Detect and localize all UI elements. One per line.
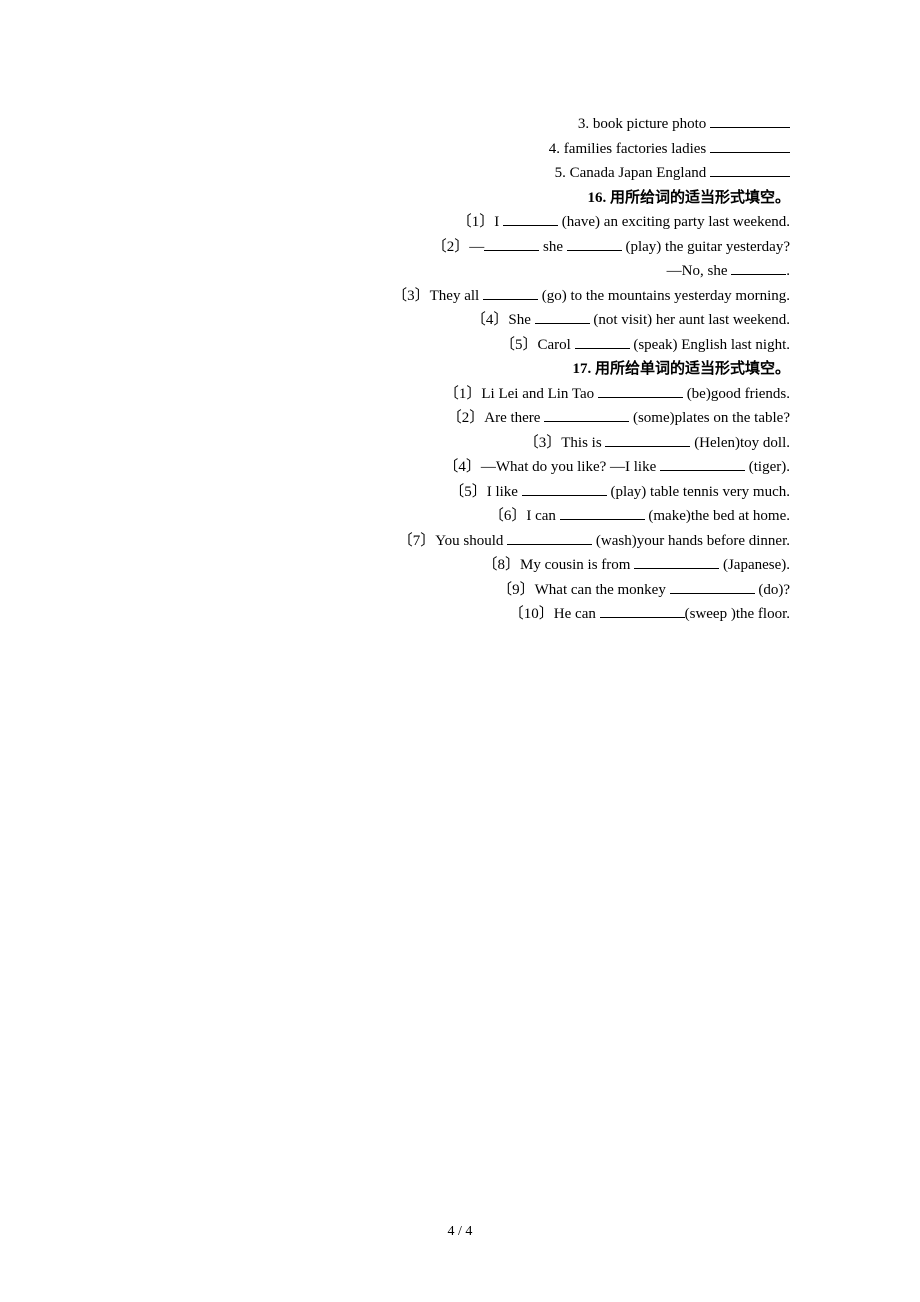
blank [710, 113, 790, 128]
blank [507, 530, 592, 545]
blank [600, 603, 685, 618]
q17-3-pre: 〔3〕This is [524, 435, 606, 451]
blank [522, 481, 607, 496]
q16-2-ans-post: . [786, 263, 790, 279]
q17-4: 〔4〕—What do you like? —I like (tiger). [130, 455, 790, 480]
q17-10: 〔10〕He can (sweep )the floor. [130, 602, 790, 627]
q16-1-pre: 〔1〕I [457, 214, 503, 230]
blank [598, 383, 683, 398]
q17-5: 〔5〕I like (play) table tennis very much. [130, 480, 790, 505]
q16-3-pre: 〔3〕They all [392, 288, 483, 304]
q16-1-post: (have) an exciting party last weekend. [558, 214, 790, 230]
q16-1: 〔1〕I (have) an exciting party last weeke… [130, 210, 790, 235]
q17-1-post: (be)good friends. [683, 386, 790, 402]
blank [710, 138, 790, 153]
q16-5-pre: 〔5〕Carol [500, 337, 575, 353]
item-5-text: 5. Canada Japan England [555, 165, 710, 181]
q17-7: 〔7〕You should (wash)your hands before di… [130, 529, 790, 554]
document-content: 3. book picture photo 4. families factor… [130, 112, 790, 627]
q16-4-pre: 〔4〕She [471, 312, 535, 328]
q16-2: 〔2〕— she (play) the guitar yesterday? [130, 235, 790, 260]
blank [670, 579, 755, 594]
q17-8: 〔8〕My cousin is from (Japanese). [130, 553, 790, 578]
q16-2-answer: —No, she . [130, 259, 790, 284]
q17-3: 〔3〕This is (Helen)toy doll. [130, 431, 790, 456]
q17-10-pre: 〔10〕He can [509, 606, 600, 622]
q17-4-post: (tiger). [745, 459, 790, 475]
item-3-text: 3. book picture photo [578, 116, 710, 132]
q17-1-pre: 〔1〕Li Lei and Lin Tao [444, 386, 598, 402]
q17-10-post: (sweep )the floor. [685, 606, 790, 622]
blank [503, 211, 558, 226]
blank [535, 309, 590, 324]
q17-7-post: (wash)your hands before dinner. [592, 533, 790, 549]
q16-5: 〔5〕Carol (speak) English last night. [130, 333, 790, 358]
q17-2-post: (some)plates on the table? [629, 410, 790, 426]
q16-4: 〔4〕She (not visit) her aunt last weekend… [130, 308, 790, 333]
q17-9-pre: 〔9〕What can the monkey [497, 582, 669, 598]
blank [660, 456, 745, 471]
q16-2-mid: she [539, 239, 567, 255]
q17-5-pre: 〔5〕I like [449, 484, 522, 500]
blank [484, 236, 539, 251]
q16-2-post: (play) the guitar yesterday? [622, 239, 790, 255]
page-number: 4 / 4 [0, 1224, 920, 1240]
q17-3-post: (Helen)toy doll. [690, 435, 790, 451]
q17-2: 〔2〕Are there (some)plates on the table? [130, 406, 790, 431]
q17-6-post: (make)the bed at home. [645, 508, 790, 524]
q17-6: 〔6〕I can (make)the bed at home. [130, 504, 790, 529]
item-4-text: 4. families factories ladies [549, 141, 710, 157]
heading-16: 16. 用所给词的适当形式填空。 [130, 186, 790, 211]
q17-9: 〔9〕What can the monkey (do)? [130, 578, 790, 603]
q16-2-ans-pre: —No, she [667, 263, 732, 279]
q17-2-pre: 〔2〕Are there [447, 410, 544, 426]
q17-9-post: (do)? [755, 582, 790, 598]
item-3: 3. book picture photo [130, 112, 790, 137]
q16-3: 〔3〕They all (go) to the mountains yester… [130, 284, 790, 309]
q16-5-post: (speak) English last night. [630, 337, 790, 353]
q17-6-pre: 〔6〕I can [489, 508, 560, 524]
blank [575, 334, 630, 349]
q16-4-post: (not visit) her aunt last weekend. [590, 312, 790, 328]
q17-7-pre: 〔7〕You should [398, 533, 507, 549]
blank [560, 505, 645, 520]
blank [731, 260, 786, 275]
q17-1: 〔1〕Li Lei and Lin Tao (be)good friends. [130, 382, 790, 407]
blank [634, 554, 719, 569]
q17-5-post: (play) table tennis very much. [607, 484, 790, 500]
heading-17: 17. 用所给单词的适当形式填空。 [130, 357, 790, 382]
q17-4-pre: 〔4〕—What do you like? —I like [443, 459, 660, 475]
blank [710, 162, 790, 177]
blank [483, 285, 538, 300]
blank [567, 236, 622, 251]
blank [605, 432, 690, 447]
item-4: 4. families factories ladies [130, 137, 790, 162]
q16-3-post: (go) to the mountains yesterday morning. [538, 288, 790, 304]
q17-8-post: (Japanese). [719, 557, 790, 573]
item-5: 5. Canada Japan England [130, 161, 790, 186]
q16-2-pre: 〔2〕— [432, 239, 485, 255]
q17-8-pre: 〔8〕My cousin is from [483, 557, 635, 573]
blank [544, 407, 629, 422]
